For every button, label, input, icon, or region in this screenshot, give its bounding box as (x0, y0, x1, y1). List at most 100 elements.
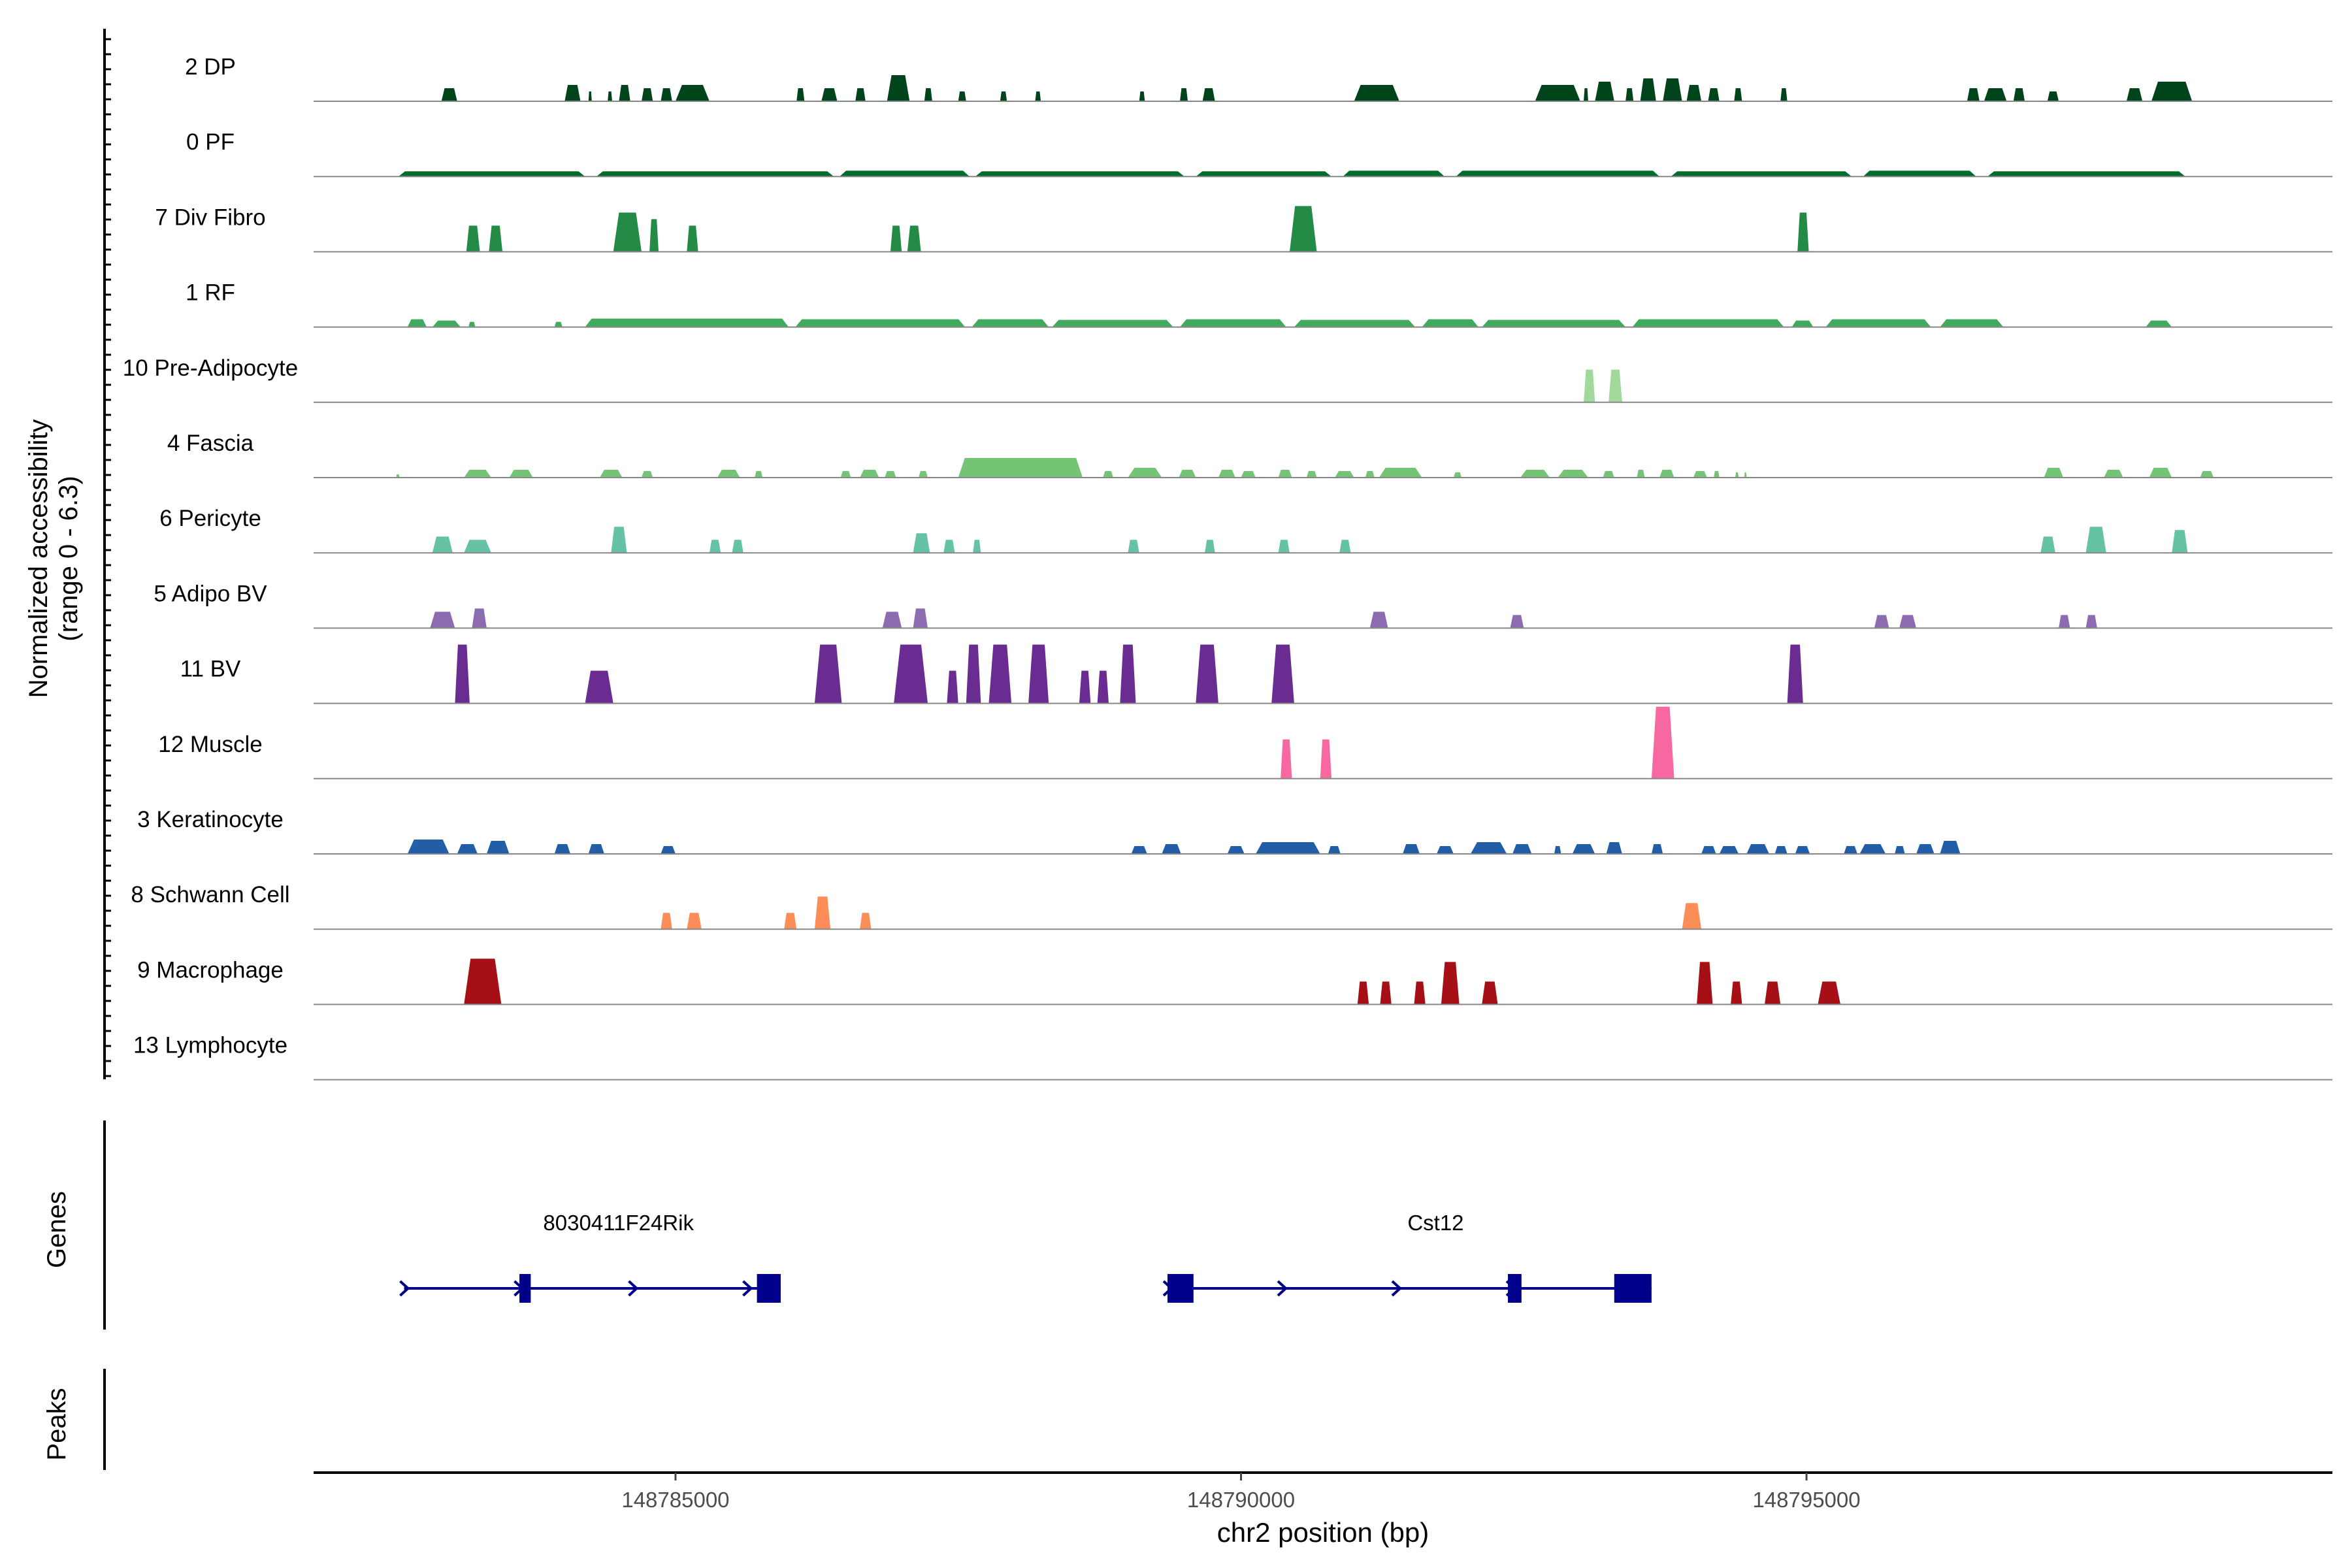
coverage-peak (1369, 612, 1388, 629)
coverage-peak (1482, 981, 1498, 1005)
coverage-peak (1512, 844, 1532, 854)
coverage-peak (1456, 171, 1659, 177)
coverage-peak (554, 321, 563, 327)
coverage-peak (661, 88, 672, 101)
coverage-peak (432, 536, 453, 553)
track-0-pf: 0 PF (186, 129, 2332, 178)
coverage-peak (441, 88, 457, 101)
coverage-peak (642, 471, 653, 478)
coverage-peak (1774, 846, 1788, 854)
coverage-peak (675, 85, 710, 101)
coverage-peak (1895, 846, 1905, 854)
coverage-peak (2085, 615, 2097, 629)
x-tick-label: 148795000 (1752, 1488, 1860, 1512)
coverage-peak (988, 644, 1012, 704)
coverage-peak (1584, 88, 1588, 101)
coverage-peak (1320, 739, 1331, 779)
coverage-peak (1139, 91, 1145, 101)
track-1-rf: 1 RF (186, 280, 2332, 328)
coverage-peak (1708, 88, 1720, 101)
x-tick-label: 148785000 (621, 1488, 729, 1512)
coverage-peak (1180, 319, 1286, 327)
x-tick-label: 148790000 (1187, 1488, 1295, 1512)
coverage-peak (840, 471, 851, 478)
coverage-peak (407, 840, 449, 854)
coverage-peak (1278, 540, 1290, 553)
y-axis-label-line1: Normalized accessibility (24, 419, 53, 698)
coverage-peak (717, 470, 740, 478)
coverage-peak (596, 171, 834, 177)
coverage-peak (732, 540, 743, 553)
coverage-peak (1844, 846, 1857, 854)
coverage-peak (958, 458, 1083, 478)
coverage-peak (554, 844, 570, 854)
coverage-peak (1227, 846, 1245, 854)
coverage-peak (1520, 470, 1550, 478)
coverage-peak (1128, 468, 1162, 478)
coverage-peak (1640, 78, 1656, 101)
x-axis-label: chr2 position (bp) (1217, 1517, 1429, 1548)
coverage-peak (709, 540, 721, 553)
coverage-peak (1306, 471, 1317, 478)
track-3-keratinocyte: 3 Keratinocyte (137, 807, 2332, 855)
coverage-peak (1510, 615, 1524, 629)
coverage-peak (1651, 844, 1663, 854)
coverage-peak (1289, 206, 1317, 252)
coverage-peak (608, 91, 612, 101)
coverage-peak (947, 670, 958, 704)
coverage-peak (1000, 91, 1007, 101)
coverage-peak (1482, 319, 1626, 327)
coverage-peak (2126, 88, 2143, 101)
coverage-peak (1035, 91, 1041, 101)
coverage-peak (814, 896, 831, 930)
track-13-lymphocyte: 13 Lymphocyte (133, 1033, 2332, 1081)
coverage-peak (913, 608, 928, 629)
coverage-peak (1535, 85, 1580, 101)
track-label: 9 Macrophage (137, 957, 284, 983)
gene-name-label: Cst12 (1407, 1211, 1463, 1235)
coverage-peak (1380, 981, 1392, 1005)
track-9-macrophage: 9 Macrophage (137, 957, 2332, 1005)
track-label: 2 DP (185, 54, 236, 80)
coverage-peak (1735, 472, 1739, 478)
coverage-peak (972, 319, 1049, 327)
coverage-peak (907, 225, 921, 252)
coverage-peak (975, 171, 1184, 177)
coverage-peak (649, 219, 659, 252)
coverage-peak (1719, 846, 1739, 854)
coverage-peak (882, 612, 902, 629)
track-label: 3 Keratinocyte (137, 807, 284, 832)
coverage-peak (2146, 320, 2172, 327)
coverage-peak (1414, 981, 1426, 1005)
gene-name-label: 8030411F24Rik (543, 1211, 694, 1235)
track-6-pericyte: 6 Pericyte (159, 506, 2332, 554)
coverage-peak (860, 913, 872, 930)
coverage-peak (1731, 981, 1742, 1005)
coverage-peak (1603, 471, 1614, 478)
coverage-peak (1179, 470, 1196, 478)
coverage-peak (784, 913, 797, 930)
coverage-peak (814, 644, 842, 704)
strand-arrow-icon (1277, 1280, 1288, 1297)
coverage-peak (860, 470, 879, 478)
coverage-peak (687, 225, 698, 252)
coverage-peak (2059, 615, 2070, 629)
coverage-peak (1874, 615, 1889, 629)
coverage-peak (2085, 527, 2106, 553)
coverage-peak (1196, 171, 1331, 177)
coverage-peak (1697, 962, 1713, 1005)
coverage-peak (2040, 536, 2055, 553)
coverage-peak (489, 225, 503, 252)
coverage-peak (464, 470, 491, 478)
coverage-peak (1328, 846, 1341, 854)
coverage-peak (1097, 670, 1109, 704)
coverage-peak (890, 225, 902, 252)
coverage-peak (1987, 171, 2185, 177)
coverage-peak (796, 88, 805, 101)
strand-arrow-icon (399, 1280, 410, 1297)
coverage-peak (588, 844, 604, 854)
coverage-peak (1079, 670, 1091, 704)
coverage-peak (1714, 471, 1720, 478)
coverage-peak (2149, 468, 2172, 478)
